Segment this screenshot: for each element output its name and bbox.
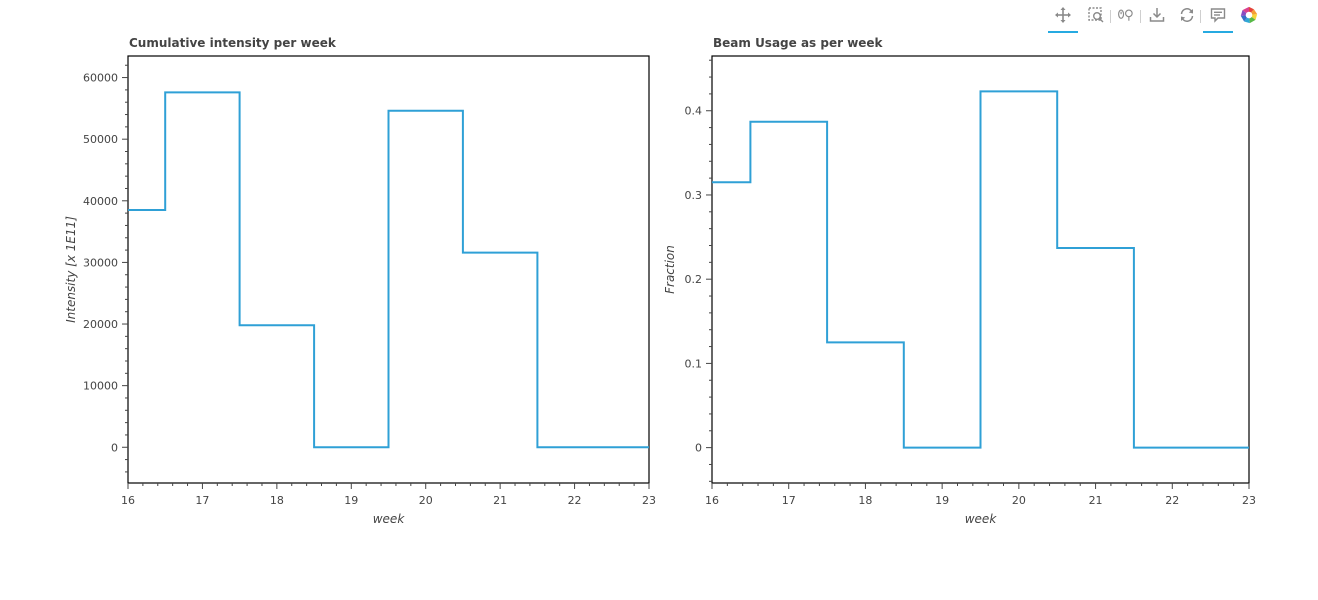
hover-tool-button[interactable] [1203,5,1233,33]
chart-title: Beam Usage as per week [713,36,884,50]
series-step-line [128,91,649,449]
box-zoom-icon [1087,6,1105,28]
toolbar-separator [1200,10,1201,23]
y-tick-label: 40000 [83,195,118,208]
y-tick-label: 0.4 [685,105,703,118]
y-tick-label: 0.2 [685,273,703,286]
y-tick-label: 20000 [83,318,118,331]
x-tick-label: 16 [705,494,719,507]
x-tick-label: 23 [642,494,656,507]
y-axis-label: Intensity [x 1E11] [64,216,78,323]
plot-frame [711,55,1250,484]
y-tick-label: 60000 [83,72,118,85]
chart-2: Beam Usage as per week 16 17 18 19 20 21 22 23 0 0… [663,36,1256,526]
bokeh-logo[interactable] [1237,5,1261,29]
y-tick-label: 0 [111,441,118,454]
y-tick-label: 30000 [83,256,118,269]
reset-icon [1178,6,1196,28]
reset-tool-button[interactable] [1175,5,1199,29]
chart-title: Cumulative intensity per week [129,36,337,50]
series-step-line [712,90,1249,449]
wheel-zoom-tool-button[interactable] [1114,5,1138,29]
x-tick-label: 16 [121,494,135,507]
x-tick-label: 19 [344,494,358,507]
bokeh-logo-icon [1240,6,1258,28]
plot-frame [127,55,650,484]
x-tick-label: 22 [568,494,582,507]
toolbar-separator [1140,10,1141,23]
x-tick-label: 17 [782,494,796,507]
x-tick-label: 23 [1242,494,1256,507]
x-tick-label: 20 [419,494,433,507]
y-tick-label: 10000 [83,380,118,393]
toolbar [1048,2,1264,33]
x-tick-label: 22 [1165,494,1179,507]
x-axis-label: week [373,512,406,526]
x-tick-label: 17 [195,494,209,507]
x-axis-label: week [965,512,998,526]
save-tool-button[interactable] [1145,5,1169,29]
x-tick-label: 20 [1012,494,1026,507]
save-icon [1148,6,1166,28]
pan-icon [1054,6,1072,28]
y-tick-label: 0.3 [685,189,703,202]
pan-tool-button[interactable] [1048,5,1078,33]
toolbar-separator [1110,10,1111,23]
x-tick-label: 21 [493,494,507,507]
x-tick-label: 21 [1089,494,1103,507]
x-tick-label: 19 [935,494,949,507]
hover-icon [1209,6,1227,28]
x-tick-label: 18 [858,494,872,507]
box-zoom-tool-button[interactable] [1084,5,1108,29]
y-tick-label: 0 [695,442,702,455]
y-tick-label: 0.1 [685,357,703,370]
wheel-zoom-icon [1117,6,1135,28]
x-tick-label: 18 [270,494,284,507]
y-tick-label: 50000 [83,133,118,146]
chart-1: Cumulative intensity per week 16 17 18 19 20 2… [64,36,656,526]
y-axis-label: Fraction [663,245,677,294]
